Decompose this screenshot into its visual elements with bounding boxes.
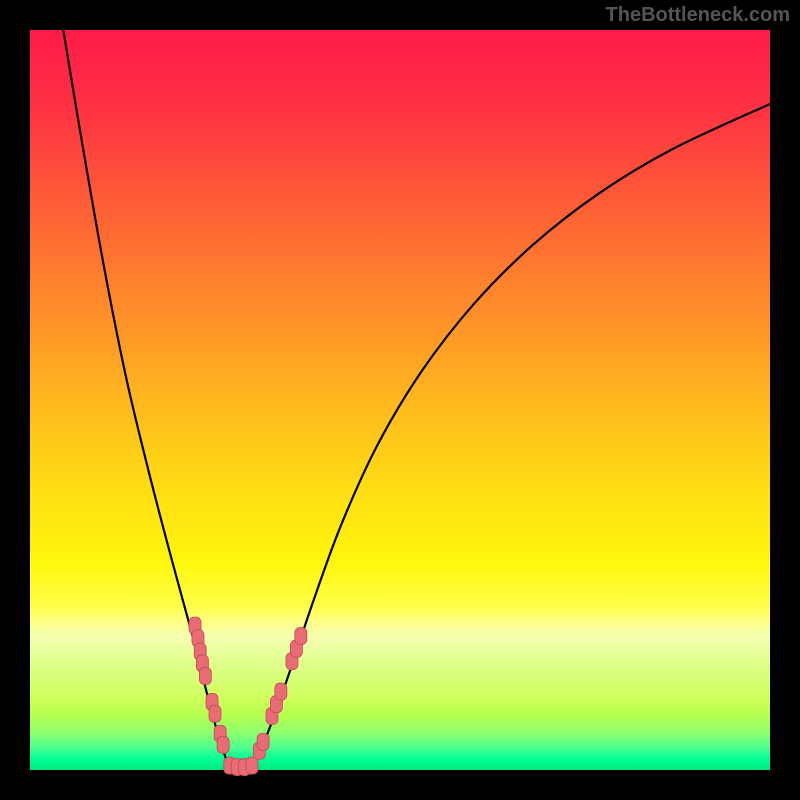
- curve-group: [63, 30, 770, 768]
- marker-right-branch-lower: [257, 733, 269, 750]
- plot-svg: [0, 0, 800, 800]
- marker-left-branch-lower: [217, 736, 229, 753]
- v-curve-path: [63, 30, 770, 768]
- marker-left-branch-upper: [199, 668, 211, 685]
- marker-right-branch-upper: [295, 628, 307, 645]
- markers-group: [189, 617, 307, 775]
- marker-left-branch-mid: [209, 705, 221, 722]
- marker-bottom: [246, 757, 258, 774]
- root-canvas: TheBottleneck.com: [0, 0, 800, 800]
- marker-right-branch-mid: [275, 683, 287, 700]
